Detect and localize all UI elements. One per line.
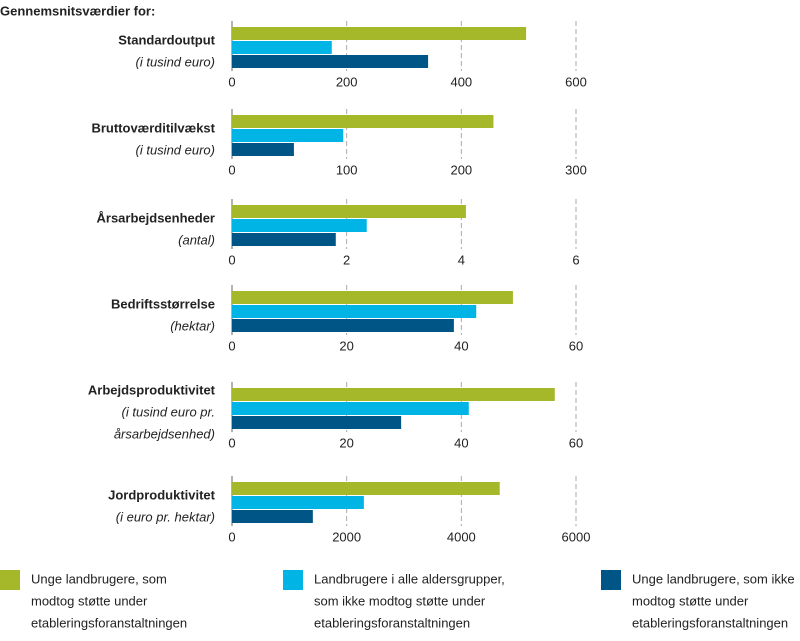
- x-tick-label: 6000: [562, 529, 591, 544]
- bar: [232, 496, 364, 509]
- x-tick-label: 20: [339, 435, 353, 450]
- bar: [232, 27, 527, 40]
- panel-subtitle: (i euro pr. hektar): [116, 509, 215, 524]
- x-tick-label: 40: [454, 338, 468, 353]
- legend-label: Unge landbrugere, som: [31, 571, 167, 586]
- panel-subtitle: (i tusind euro): [136, 54, 215, 69]
- panel-subtitle: årsarbejdsenhed): [114, 426, 215, 441]
- bar: [232, 291, 513, 304]
- panel-subtitle: (i tusind euro): [136, 142, 215, 157]
- panel-title: Bruttoværditilvækst: [91, 120, 215, 135]
- x-tick-label: 2000: [332, 529, 361, 544]
- x-tick-label: 200: [450, 162, 472, 177]
- legend-label: som ikke modtog støtte under: [314, 593, 486, 608]
- bar: [232, 205, 466, 218]
- x-tick-label: 100: [336, 162, 358, 177]
- x-tick-label: 20: [339, 338, 353, 353]
- bar: [232, 402, 469, 415]
- x-tick-label: 4: [458, 252, 465, 267]
- panel-title: Årsarbejdsenheder: [97, 210, 216, 225]
- bar: [232, 482, 500, 495]
- bar: [232, 319, 454, 332]
- bar: [232, 41, 332, 54]
- x-tick-label: 0: [228, 529, 235, 544]
- legend-label: Unge landbrugere, som ikke: [632, 571, 795, 586]
- x-tick-label: 6: [572, 252, 579, 267]
- x-tick-label: 0: [228, 435, 235, 450]
- x-tick-label: 40: [454, 435, 468, 450]
- bar: [232, 129, 344, 142]
- bar: [232, 416, 402, 429]
- panel-title: Standardoutput: [118, 32, 215, 47]
- x-tick-label: 0: [228, 252, 235, 267]
- legend-label: etableringsforanstaltningen: [31, 615, 187, 630]
- bar: [232, 143, 294, 156]
- legend-label: etableringsforanstaltningen: [314, 615, 470, 630]
- legend-label: modtog støtte under: [31, 593, 148, 608]
- bar: [232, 55, 429, 68]
- heading: Gennemsnitsværdier for:: [0, 3, 155, 18]
- x-tick-label: 0: [228, 338, 235, 353]
- bar: [232, 219, 367, 232]
- x-tick-label: 200: [336, 74, 358, 89]
- x-tick-label: 600: [565, 74, 587, 89]
- legend-label: modtog støtte under: [632, 593, 749, 608]
- panel-title: Jordproduktivitet: [108, 487, 216, 502]
- bar: [232, 510, 313, 523]
- panel-title: Bedriftsstørrelse: [111, 296, 215, 311]
- bar: [232, 305, 477, 318]
- panel-title: Arbejdsproduktivitet: [88, 382, 216, 397]
- panel-subtitle: (i tusind euro pr.: [122, 404, 215, 419]
- x-tick-label: 4000: [447, 529, 476, 544]
- x-tick-label: 2: [343, 252, 350, 267]
- legend-label: Landbrugere i alle aldersgrupper,: [314, 571, 505, 586]
- legend-swatch: [283, 570, 303, 590]
- panel-subtitle: (hektar): [170, 318, 215, 333]
- bar: [232, 233, 336, 246]
- panel-subtitle: (antal): [178, 232, 215, 247]
- x-tick-label: 60: [569, 338, 583, 353]
- legend-swatch: [0, 570, 20, 590]
- legend-label: etableringsforanstaltningen: [632, 615, 788, 630]
- x-tick-label: 0: [228, 162, 235, 177]
- bar: [232, 115, 494, 128]
- x-tick-label: 400: [450, 74, 472, 89]
- x-tick-label: 300: [565, 162, 587, 177]
- bar: [232, 388, 555, 401]
- x-tick-label: 0: [228, 74, 235, 89]
- x-tick-label: 60: [569, 435, 583, 450]
- legend-swatch: [601, 570, 621, 590]
